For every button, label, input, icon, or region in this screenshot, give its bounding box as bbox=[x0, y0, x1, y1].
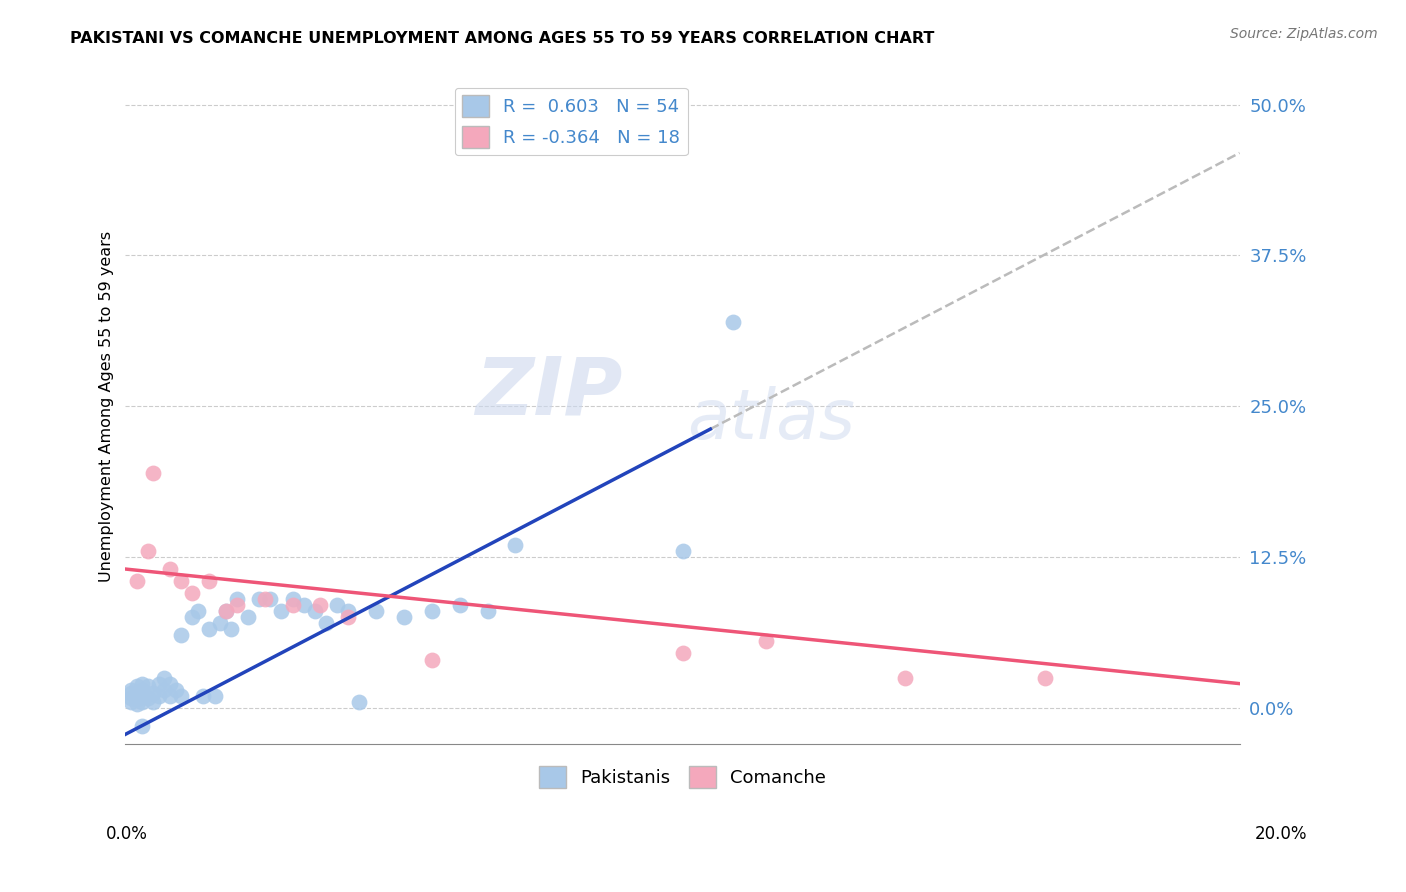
Point bbox=[281, 592, 304, 607]
Point bbox=[247, 592, 270, 607]
Point bbox=[136, 691, 159, 706]
Point bbox=[221, 623, 243, 637]
Point bbox=[721, 315, 744, 329]
Point bbox=[136, 544, 159, 558]
Point bbox=[671, 544, 693, 558]
Point bbox=[198, 623, 221, 637]
Point bbox=[131, 676, 153, 690]
Point bbox=[894, 671, 917, 685]
Point bbox=[125, 697, 148, 711]
Point bbox=[366, 604, 388, 618]
Point bbox=[215, 604, 238, 618]
Point bbox=[236, 610, 259, 624]
Point bbox=[142, 686, 165, 700]
Point bbox=[142, 466, 165, 480]
Point bbox=[326, 599, 349, 613]
Point bbox=[131, 695, 153, 709]
Point bbox=[337, 604, 360, 618]
Point bbox=[181, 610, 204, 624]
Point bbox=[131, 682, 153, 697]
Y-axis label: Unemployment Among Ages 55 to 59 years: Unemployment Among Ages 55 to 59 years bbox=[100, 231, 114, 582]
Point bbox=[225, 599, 247, 613]
Point bbox=[215, 604, 238, 618]
Point bbox=[505, 538, 527, 552]
Point bbox=[349, 695, 371, 709]
Point bbox=[420, 652, 443, 666]
Point bbox=[159, 562, 181, 576]
Point bbox=[304, 604, 326, 618]
Text: PAKISTANI VS COMANCHE UNEMPLOYMENT AMONG AGES 55 TO 59 YEARS CORRELATION CHART: PAKISTANI VS COMANCHE UNEMPLOYMENT AMONG… bbox=[70, 31, 935, 46]
Point bbox=[292, 599, 315, 613]
Point bbox=[392, 610, 415, 624]
Point bbox=[170, 574, 193, 588]
Point bbox=[420, 604, 443, 618]
Text: 0.0%: 0.0% bbox=[105, 825, 148, 843]
Text: atlas: atlas bbox=[688, 386, 856, 453]
Point bbox=[153, 682, 176, 697]
Point bbox=[159, 676, 181, 690]
Point bbox=[170, 689, 193, 703]
Point bbox=[170, 628, 193, 642]
Point bbox=[181, 586, 204, 600]
Point bbox=[225, 592, 247, 607]
Point bbox=[125, 679, 148, 693]
Point bbox=[148, 676, 170, 690]
Point bbox=[270, 604, 292, 618]
Point bbox=[449, 599, 471, 613]
Text: 20.0%: 20.0% bbox=[1256, 825, 1308, 843]
Text: Source: ZipAtlas.com: Source: ZipAtlas.com bbox=[1230, 27, 1378, 41]
Point bbox=[198, 574, 221, 588]
Point bbox=[159, 689, 181, 703]
Point bbox=[755, 634, 778, 648]
Point bbox=[120, 695, 142, 709]
Point bbox=[120, 691, 142, 706]
Point bbox=[309, 599, 332, 613]
Point bbox=[193, 689, 215, 703]
Point bbox=[187, 604, 209, 618]
Point bbox=[165, 682, 187, 697]
Point bbox=[120, 686, 142, 700]
Point bbox=[148, 689, 170, 703]
Point bbox=[142, 695, 165, 709]
Legend: Pakistanis, Comanche: Pakistanis, Comanche bbox=[531, 759, 834, 796]
Point bbox=[259, 592, 281, 607]
Point bbox=[337, 610, 360, 624]
Point bbox=[671, 647, 693, 661]
Point bbox=[153, 671, 176, 685]
Point bbox=[125, 692, 148, 706]
Point bbox=[125, 574, 148, 588]
Point bbox=[209, 616, 232, 631]
Point bbox=[315, 616, 337, 631]
Point bbox=[125, 689, 148, 703]
Text: ZIP: ZIP bbox=[475, 354, 623, 432]
Point bbox=[281, 599, 304, 613]
Point bbox=[477, 604, 499, 618]
Point bbox=[1033, 671, 1056, 685]
Point bbox=[120, 682, 142, 697]
Point bbox=[131, 689, 153, 703]
Point bbox=[131, 719, 153, 733]
Point bbox=[204, 689, 226, 703]
Point bbox=[253, 592, 276, 607]
Point bbox=[136, 679, 159, 693]
